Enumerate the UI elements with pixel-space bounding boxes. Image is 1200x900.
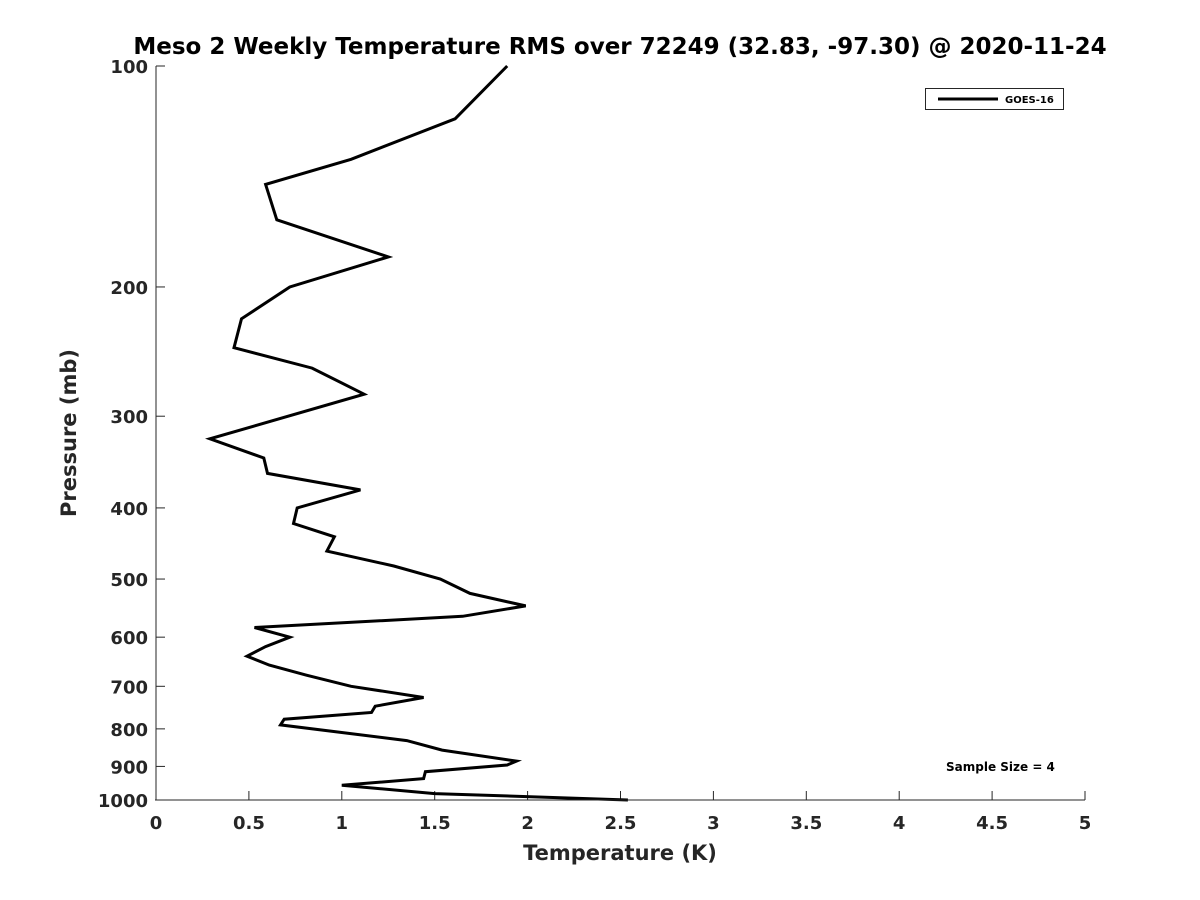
series-line-goes-16 bbox=[205, 64, 628, 802]
x-tick-label: 3.5 bbox=[790, 813, 822, 834]
x-axis-label: Temperature (K) bbox=[523, 841, 717, 865]
x-tick-label: 5 bbox=[1079, 813, 1092, 834]
x-tick-label: 2.5 bbox=[605, 813, 637, 834]
y-tick-label: 600 bbox=[110, 628, 148, 649]
y-tick-label: 1000 bbox=[98, 791, 148, 812]
x-tick-label: 1 bbox=[336, 813, 349, 834]
sample-size-annotation: Sample Size = 4 bbox=[946, 760, 1055, 774]
y-tick-label: 300 bbox=[110, 407, 148, 428]
x-tick-label: 4.5 bbox=[976, 813, 1008, 834]
y-axis-ticks: 100 200 300 400 500 600 700 800 900 1000 bbox=[98, 57, 165, 812]
y-tick-label: 200 bbox=[110, 278, 148, 299]
y-tick-label: 700 bbox=[110, 677, 148, 698]
x-tick-label: 2 bbox=[521, 813, 534, 834]
x-tick-label: 4 bbox=[893, 813, 906, 834]
legend-label-goes-16: GOES-16 bbox=[1005, 95, 1054, 106]
chart-title: Meso 2 Weekly Temperature RMS over 72249… bbox=[133, 34, 1106, 60]
y-tick-label: 900 bbox=[110, 757, 148, 778]
y-tick-label: 800 bbox=[110, 720, 148, 741]
x-tick-label: 0 bbox=[150, 813, 163, 834]
x-tick-label: 1.5 bbox=[419, 813, 451, 834]
x-tick-label: 3 bbox=[707, 813, 720, 834]
y-tick-label: 100 bbox=[110, 57, 148, 78]
y-tick-label: 500 bbox=[110, 570, 148, 591]
x-tick-label: 0.5 bbox=[233, 813, 265, 834]
legend: GOES-16 bbox=[925, 88, 1064, 110]
y-axis-label: Pressure (mb) bbox=[57, 349, 81, 517]
x-axis-ticks: 0 0.5 1 1.5 2 2.5 3 3.5 4 4.5 5 bbox=[150, 791, 1092, 834]
y-tick-label: 400 bbox=[110, 499, 148, 520]
